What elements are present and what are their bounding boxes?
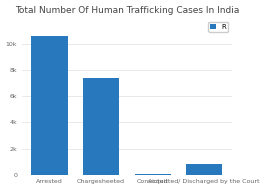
Bar: [31, 36, 68, 175]
Title: Total Number Of Human Trafficking Cases In India: Total Number Of Human Trafficking Cases …: [15, 6, 239, 15]
Legend: R: R: [208, 22, 228, 32]
Bar: [83, 78, 119, 175]
Bar: [186, 164, 222, 175]
Bar: [135, 173, 171, 175]
